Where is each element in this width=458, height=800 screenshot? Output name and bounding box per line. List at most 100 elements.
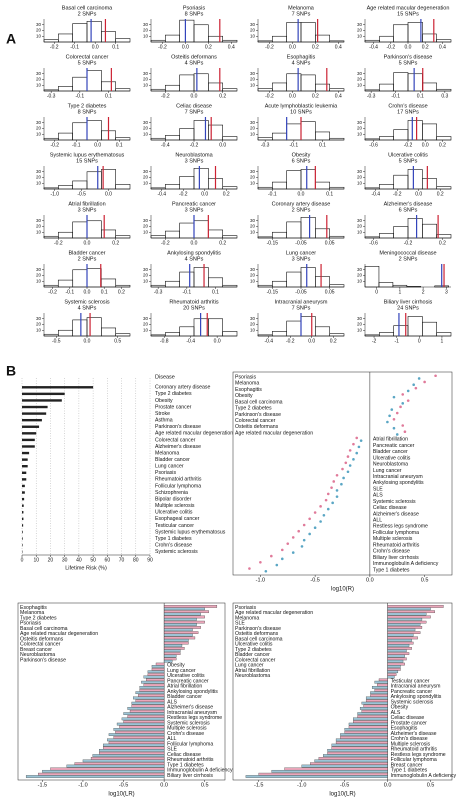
category-label: Rheumatoid arthritis xyxy=(167,757,214,763)
histogram-bar xyxy=(272,132,287,141)
bar xyxy=(22,386,94,389)
histogram-bar xyxy=(179,19,195,43)
point xyxy=(344,461,348,465)
bar xyxy=(137,694,165,697)
x-tick-label: -0.1 xyxy=(70,44,79,50)
plot-frame xyxy=(232,602,453,781)
y-tick-label: 10 xyxy=(36,33,42,38)
x-tick-label: 0.2 xyxy=(112,240,119,246)
bar xyxy=(123,712,165,715)
histogram-bar xyxy=(101,169,116,190)
histogram-bar xyxy=(272,82,287,92)
histogram-bar xyxy=(86,171,102,190)
histogram-bar xyxy=(193,24,209,43)
bar xyxy=(22,465,28,468)
y-tick-label: 20 xyxy=(143,28,149,33)
x-tick-label: -0.2 xyxy=(404,240,413,246)
category-label: Atrial fibrillation xyxy=(235,668,270,674)
histogram-bar xyxy=(115,137,131,141)
chart-title: Melanoma xyxy=(288,5,315,11)
histogram-bar xyxy=(86,20,102,43)
category-label: Age related macular degeneration xyxy=(235,430,313,436)
y-tick-label: 20 xyxy=(36,175,42,180)
bar xyxy=(127,715,165,718)
category-label: Alzheimer's disease xyxy=(391,731,437,737)
bar xyxy=(387,617,423,621)
histogram-bar xyxy=(193,168,209,190)
chart-title: Ulcerative colitis xyxy=(388,152,428,158)
x-tick-label: 0.2 xyxy=(330,338,337,344)
histogram-bar xyxy=(43,187,59,190)
y-tick-label: 10 xyxy=(143,33,149,38)
x-tick-label: 0.2 xyxy=(439,240,446,246)
x-axis-label: log10(R) xyxy=(331,587,354,593)
histogram-bar xyxy=(222,331,238,337)
histogram-bar xyxy=(272,231,287,239)
histogram-bar xyxy=(150,334,166,337)
histogram-bar xyxy=(314,326,331,337)
histogram-bar xyxy=(257,186,273,190)
bar xyxy=(135,691,165,695)
bar xyxy=(357,715,388,718)
histogram-bar xyxy=(86,220,102,239)
y-tick-label: 30 xyxy=(36,22,42,27)
histogram-bar xyxy=(150,88,166,92)
histogram-bar xyxy=(72,221,88,239)
category-label: ALS xyxy=(373,493,383,499)
x-tick-label: 0.1 xyxy=(326,191,333,197)
chart-subtitle: 15 SNPs xyxy=(397,11,419,17)
histogram-bar xyxy=(286,320,302,337)
point xyxy=(313,526,317,530)
x-tick-label: -1.0 xyxy=(78,782,87,788)
category-label: Colorectal cancer xyxy=(20,642,61,648)
y-tick-label: 10 xyxy=(357,229,363,234)
x-tick-label: -0.1 xyxy=(391,93,400,99)
chart-title: Bladder cancer xyxy=(69,250,106,256)
point xyxy=(434,374,437,378)
x-tick-label: -0.2 xyxy=(50,44,59,50)
chart-title: Systemic sclerosis xyxy=(64,299,109,305)
category-label: Ankylosing spondylitis xyxy=(391,694,442,700)
plot-frame xyxy=(232,371,453,576)
y-tick-label: 10 xyxy=(143,229,149,234)
bar xyxy=(387,633,414,637)
category-label: Multiple sclerosis xyxy=(373,536,413,542)
category-label: Rheumatoid arthritis xyxy=(155,477,202,483)
x-tick-label: -0.6 xyxy=(369,240,378,246)
point xyxy=(340,482,343,486)
histogram-bar xyxy=(300,22,316,43)
bar xyxy=(387,644,410,647)
histogram-bar xyxy=(208,318,223,337)
y-tick-label: 10 xyxy=(357,131,363,136)
x-tick-label: -0.05 xyxy=(295,240,307,246)
x-tick-label: -0.4 xyxy=(369,44,378,50)
bar xyxy=(387,615,431,619)
x-tick-label: -0.1 xyxy=(268,191,277,197)
bar xyxy=(387,607,431,611)
point xyxy=(302,523,306,527)
x-tick-label: -0.2 xyxy=(179,191,188,197)
bar xyxy=(123,720,165,724)
category-label: Celiac disease xyxy=(373,505,407,511)
histogram-bar xyxy=(407,22,423,43)
histogram-bar xyxy=(208,35,223,43)
histogram-bar xyxy=(315,131,330,141)
point xyxy=(406,389,410,393)
y-tick-label: 20 xyxy=(357,126,363,131)
category-label: Prostate cancer xyxy=(391,720,428,726)
chart-subtitle: 2 SNPs xyxy=(292,207,311,213)
chart-title: Acute lymphoblastic leukemia xyxy=(265,103,338,109)
category-label: Lung cancer xyxy=(373,468,402,474)
histogram-bar xyxy=(57,279,74,288)
bar xyxy=(374,688,388,692)
bar xyxy=(22,530,23,534)
bar xyxy=(387,605,444,608)
category-label: Type 2 diabetes xyxy=(235,647,272,653)
point xyxy=(270,554,273,558)
bar xyxy=(22,497,25,501)
histogram-bar xyxy=(208,124,223,141)
histogram-bar xyxy=(315,276,330,288)
point xyxy=(291,551,295,554)
x-tick-label: -0.6 xyxy=(369,142,378,148)
